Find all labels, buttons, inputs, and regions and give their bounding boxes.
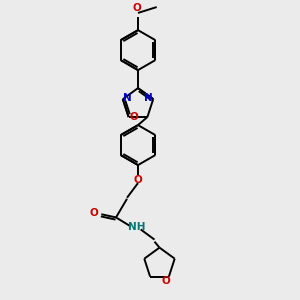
Text: O: O [129, 112, 138, 122]
Text: O: O [161, 276, 170, 286]
Text: NH: NH [128, 222, 146, 233]
Text: N: N [123, 93, 132, 103]
Text: O: O [133, 3, 141, 13]
Text: N: N [144, 93, 153, 103]
Text: O: O [134, 175, 142, 185]
Text: O: O [90, 208, 99, 218]
